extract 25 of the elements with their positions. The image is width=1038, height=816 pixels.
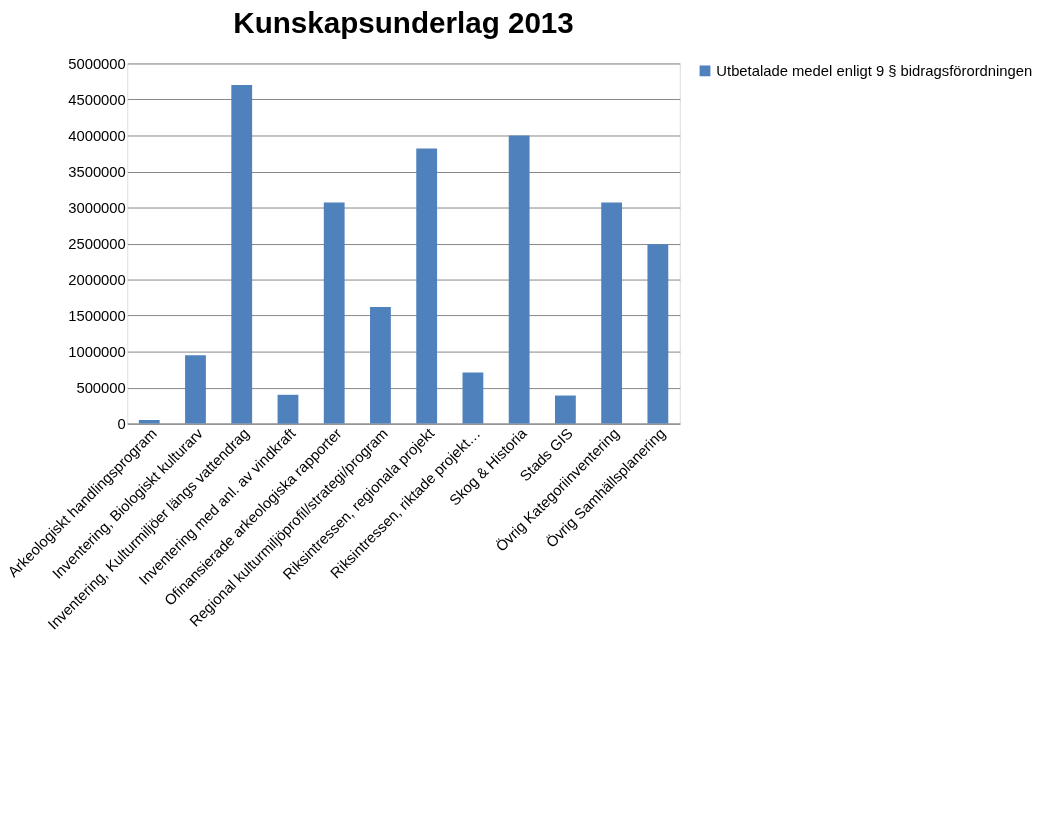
legend-label: Utbetalade medel enligt 9 § bidragsförordningen: [716, 62, 1033, 79]
chart-title: Kunskapsunderlag 2013: [233, 5, 574, 39]
bar: [370, 306, 391, 424]
y-tick-label: 3000000: [68, 199, 126, 216]
y-tick-label: 1500000: [68, 308, 126, 324]
bar: [554, 395, 576, 424]
bar: [323, 202, 345, 424]
y-tick-label: 4000000: [68, 127, 126, 144]
bar: [647, 244, 669, 424]
y-tick-label: 2500000: [68, 235, 126, 252]
bar: [508, 135, 530, 424]
y-tick-label: 1000000: [68, 344, 126, 361]
y-tick-label: 4500000: [68, 91, 126, 108]
y-tick-label: 2000000: [68, 271, 126, 288]
bar: [601, 202, 623, 424]
bar: [185, 355, 206, 424]
bar: [462, 372, 484, 424]
y-tick-label: 3500000: [68, 163, 126, 180]
bar: [138, 420, 160, 424]
bar: [231, 85, 253, 424]
y-tick-label: 5000000: [68, 55, 126, 72]
bar: [277, 394, 299, 424]
bar: [416, 148, 438, 424]
y-tick-label: 0: [117, 416, 126, 433]
y-tick-label: 500000: [76, 380, 126, 397]
